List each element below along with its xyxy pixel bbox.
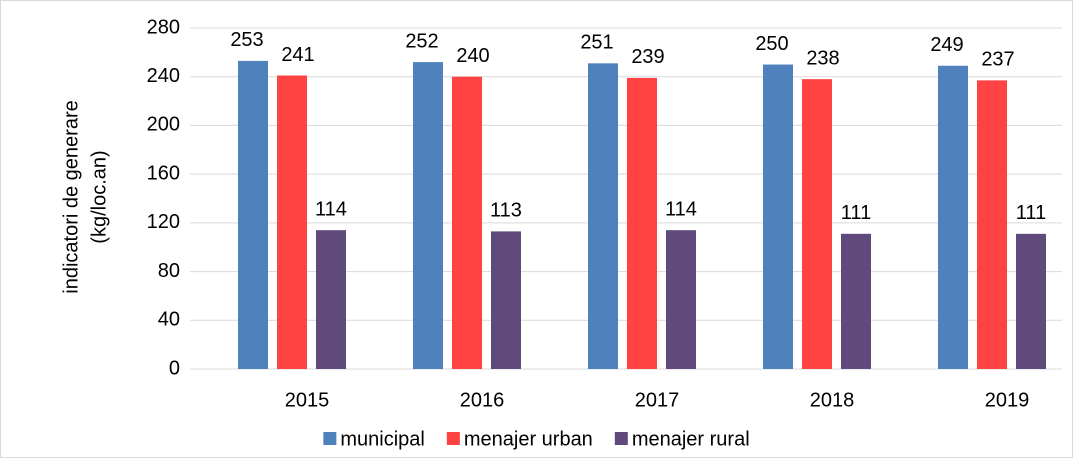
bar — [588, 63, 618, 369]
x-tick-label: 2016 — [460, 389, 505, 411]
bar — [627, 77, 657, 370]
bar — [977, 80, 1007, 369]
legend: municipal menajer urban menajer rural — [323, 428, 750, 450]
bar — [1016, 233, 1046, 369]
bar — [413, 62, 443, 369]
y-tick-label: 240 — [147, 65, 180, 87]
y-tick-label: 40 — [158, 309, 180, 331]
data-label: 238 — [806, 47, 839, 69]
data-label: 240 — [456, 45, 489, 67]
bar — [277, 75, 307, 369]
y-tick-label: 80 — [158, 260, 180, 282]
legend-swatch — [446, 432, 460, 445]
data-label: 251 — [580, 32, 613, 54]
y-tick-label: 120 — [147, 211, 180, 233]
y-tick-label: 0 — [169, 357, 180, 379]
y-tick-label: 200 — [147, 114, 180, 136]
bar — [763, 64, 793, 370]
data-label: 237 — [981, 49, 1014, 71]
data-label: 113 — [490, 200, 522, 222]
data-label: 114 — [315, 198, 347, 220]
bar — [938, 65, 968, 369]
data-label: 250 — [755, 33, 788, 55]
data-label: 249 — [930, 34, 963, 56]
bar — [841, 233, 871, 369]
bar — [238, 60, 268, 369]
bar — [316, 230, 346, 369]
data-label: 114 — [665, 198, 697, 220]
y-axis-label: indicatori de generare — [60, 100, 82, 293]
data-label: 252 — [405, 30, 438, 52]
data-label: 111 — [841, 202, 871, 224]
legend-swatch — [614, 432, 628, 445]
legend-label: menajer urban — [464, 428, 593, 450]
x-tick-label: 2017 — [635, 389, 680, 411]
x-tick-label: 2019 — [985, 389, 1030, 411]
y-axis-label: (kg/loc.an) — [88, 150, 110, 243]
legend-label: menajer rural — [632, 428, 750, 450]
bar — [452, 76, 482, 369]
x-tick-label: 2015 — [285, 389, 330, 411]
data-label: 239 — [631, 46, 664, 68]
y-tick-label: 280 — [147, 16, 180, 38]
y-tick-label: 160 — [147, 162, 180, 184]
bar — [491, 231, 521, 369]
data-label: 111 — [1016, 202, 1046, 224]
x-tick-label: 2018 — [810, 389, 855, 411]
bar — [802, 79, 832, 370]
data-label: 241 — [281, 44, 314, 66]
legend-label: municipal — [340, 428, 424, 450]
legend-swatch — [323, 432, 337, 445]
bar — [666, 230, 696, 369]
data-label: 253 — [230, 29, 263, 51]
